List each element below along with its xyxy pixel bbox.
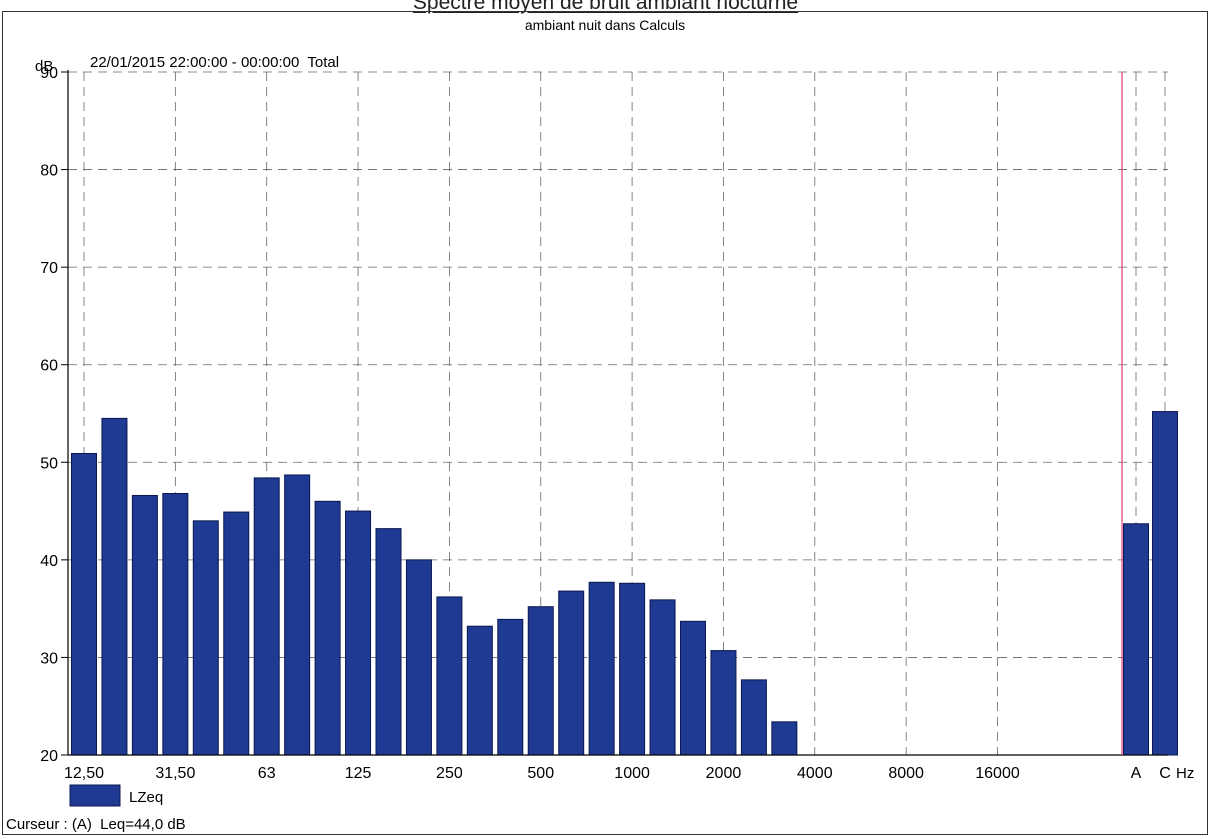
x-tick-label: 500 bbox=[527, 765, 554, 782]
x-tick-label: 12,50 bbox=[64, 765, 104, 782]
spectrum-bar bbox=[588, 581, 615, 756]
spectrum-bar bbox=[527, 606, 554, 756]
y-tick-label: 50 bbox=[40, 455, 58, 472]
y-unit-label: dB bbox=[35, 58, 53, 75]
spectrum-bar bbox=[375, 528, 402, 756]
legend-label: LZeq bbox=[129, 789, 163, 806]
spectrum-bar bbox=[1123, 523, 1149, 756]
x-tick-label: 250 bbox=[436, 765, 463, 782]
x-tick-label: 4000 bbox=[797, 765, 833, 782]
cursor-readout: Curseur : (A) Leq=44,0 dB bbox=[6, 816, 186, 833]
y-tick-label: 30 bbox=[40, 650, 58, 667]
spectrum-bar bbox=[405, 559, 432, 756]
spectrum-bar bbox=[253, 477, 280, 756]
spectrum-bar bbox=[223, 511, 250, 756]
y-tick-label: 40 bbox=[40, 553, 58, 570]
x-tick-label: 1000 bbox=[614, 765, 650, 782]
legend-swatch bbox=[69, 784, 121, 807]
spectrum-bar bbox=[466, 625, 493, 756]
spectrum-bar bbox=[710, 650, 737, 756]
x-tick-labels: 12,50 31,50 63 125 250 500 1000 2000 4000 8000 160… bbox=[64, 765, 1171, 782]
y-tick-labels: 20 30 40 50 60 70 80 90 bbox=[40, 65, 58, 765]
x-tick-label: 63 bbox=[258, 765, 276, 782]
spectrum-bar bbox=[345, 510, 372, 756]
spectrum-bar bbox=[71, 453, 97, 756]
spectrum-bar bbox=[192, 520, 219, 756]
period-label: 22/01/2015 22:00:00 - 00:00:00 Total bbox=[90, 54, 339, 71]
spectrum-bar bbox=[436, 596, 463, 756]
x-tick-label: A bbox=[1131, 765, 1142, 782]
x-tick-label: 125 bbox=[345, 765, 372, 782]
spectrum-bar bbox=[771, 721, 798, 756]
spectrum-bar bbox=[649, 599, 676, 756]
spectrum-bar bbox=[101, 417, 128, 756]
spectrum-bar bbox=[314, 500, 341, 756]
x-tick-label: C bbox=[1159, 765, 1171, 782]
x-tick-label: 31,50 bbox=[155, 765, 195, 782]
y-tick-label: 60 bbox=[40, 358, 58, 375]
y-tick-label: 90 bbox=[40, 65, 58, 82]
y-tick-label: 70 bbox=[40, 260, 58, 277]
spectrum-bar bbox=[740, 679, 767, 756]
spectrum-bar bbox=[284, 474, 311, 756]
spectrum-bar bbox=[131, 494, 158, 756]
grid bbox=[68, 71, 1168, 755]
chart-subtitle: ambiant nuit dans Calculs bbox=[525, 17, 685, 33]
axes bbox=[61, 70, 1168, 756]
x-unit-label: Hz bbox=[1176, 765, 1194, 782]
x-tick-label: 2000 bbox=[706, 765, 742, 782]
spectrum-bar bbox=[162, 493, 189, 756]
bars bbox=[71, 411, 1178, 756]
y-tick-label: 80 bbox=[40, 163, 58, 180]
spectrum-bar bbox=[680, 620, 706, 756]
page-title: Spectre moyen de bruit ambiant nocturne bbox=[412, 0, 799, 14]
x-tick-label: 8000 bbox=[888, 765, 924, 782]
chart-frame bbox=[2, 11, 1208, 835]
y-tick-label: 20 bbox=[40, 748, 58, 765]
spectrum-bar bbox=[558, 590, 585, 756]
x-tick-label: 16000 bbox=[975, 765, 1020, 782]
spectrum-bar bbox=[619, 582, 646, 756]
spectrum-bar bbox=[1152, 411, 1178, 756]
spectrum-bar bbox=[497, 618, 524, 756]
